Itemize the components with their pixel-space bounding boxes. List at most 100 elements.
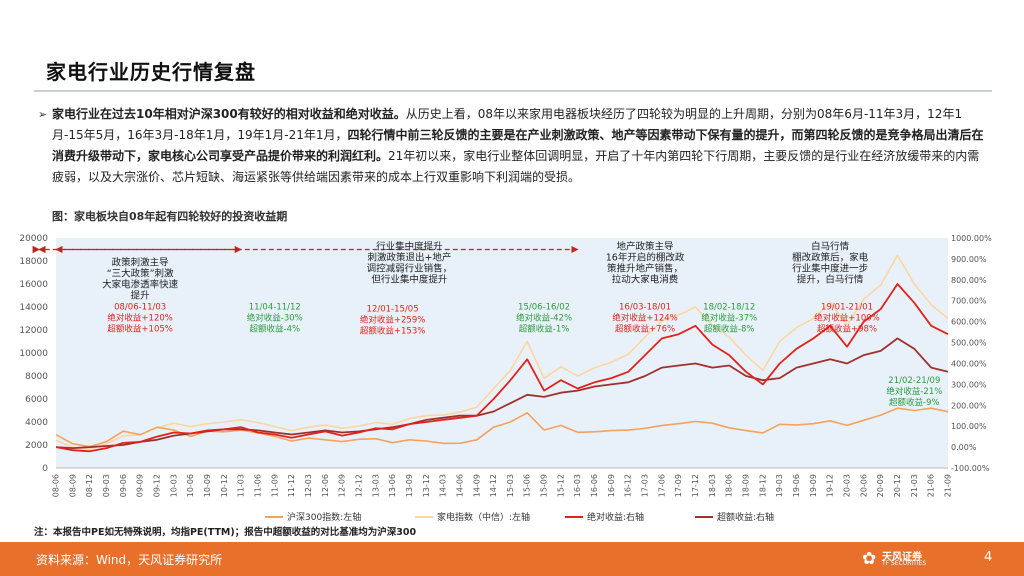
logo-name: 天风证券 (882, 552, 922, 563)
annotation-line: 08/06-11/03 (114, 302, 166, 312)
x-tick-label: 10-12 (220, 474, 229, 497)
annotation-line: 11/04-11/12 (249, 302, 301, 312)
legend-label-3: 绝对收益:右轴 (587, 511, 644, 523)
annotation-line: 绝对收益-21% (886, 386, 942, 397)
x-tick-label: 11-03 (237, 474, 246, 497)
annotation-line: 但行业集中度提升 (371, 274, 448, 286)
x-tick-label: 14-12 (489, 474, 498, 497)
annotation-line: 超额收益+153% (360, 326, 425, 337)
annotation-line: 绝对收益-30% (247, 312, 303, 323)
y-left-tick-label: 8000 (25, 372, 48, 382)
annotation-line: 提升 (131, 290, 151, 302)
x-tick-label: 09-06 (119, 474, 128, 497)
x-tick-label: 11-12 (287, 474, 296, 497)
annotation-line: 刺激政策退出+地产 (367, 252, 451, 264)
summary-part-2: 从历史上看，08年以来家用电器板块经历了四轮较为明显的上升周期，分别为08年6月… (52, 107, 963, 142)
annotation-line: 政策刺激主导 (112, 257, 169, 269)
logo-flower-icon: ✿ (862, 549, 877, 569)
y-right-tick-label: 0.00% (951, 443, 977, 452)
x-tick-label: 10-03 (169, 474, 178, 497)
x-tick-label: 17-09 (674, 474, 683, 497)
annotation-line: 21/02-21/09 (888, 376, 940, 386)
annotation-line: 超额收益-1% (519, 323, 570, 334)
x-tick-label: 16-03 (573, 474, 582, 497)
x-tick-label: 12-09 (338, 474, 347, 497)
x-tick-label: 12-12 (354, 474, 363, 497)
x-tick-label: 18-06 (725, 474, 734, 497)
annotation-line: 超额收益-9% (889, 397, 940, 408)
y-right-tick-label: -100.00% (951, 464, 990, 473)
legend-label-1: 沪深300指数:左轴 (287, 511, 361, 523)
x-tick-label: 09-09 (136, 474, 145, 497)
page-title: 家电行业历史行情复盘 (46, 60, 256, 84)
y-right-tick-label: 900.00% (951, 255, 987, 264)
page-number: 4 (984, 550, 993, 565)
series-line-2 (55, 254, 949, 450)
x-tick-label: 21-09 (944, 474, 953, 497)
annotation-line: 绝对收益+100% (814, 312, 879, 323)
annotation-line: 行业集中度进一步 (792, 263, 868, 275)
annotation-line: 绝对收益-42% (516, 312, 572, 323)
y-left-tick-label: 18000 (19, 257, 48, 267)
annotation-line: 16/03-18/01 (619, 302, 671, 312)
annotation-line: 地产政策主导 (617, 241, 674, 253)
x-tick-label: 20-12 (893, 474, 902, 497)
y-right-tick-label: 700.00% (951, 297, 987, 306)
legend-label-2: 家电指数（中信）:左轴 (437, 511, 530, 523)
chart-area: 0 2000 4000 6000 8000 10000 12000 14000 16000 180… (0, 226, 1024, 542)
x-tick-label: 18-09 (742, 474, 751, 497)
annotation-line: 策推升地产销售， (607, 263, 683, 275)
x-tick-label: 20-09 (876, 474, 885, 497)
annotation-line: 调控减弱行业销售， (367, 263, 453, 275)
x-tick-label: 16-12 (624, 474, 633, 497)
annotation-line: 拉动大家电消费 (612, 274, 679, 286)
x-tick-label: 20-06 (859, 474, 868, 497)
returns-chart: 0 2000 4000 6000 8000 10000 12000 14000 16000 180… (19, 234, 992, 523)
annotation-line: 绝对收益+124% (612, 312, 677, 323)
x-tick-label: 13-09 (405, 474, 414, 497)
summary-bullet: ➢ 家电行业在过去10年相对沪深300有较好的相对收益和绝对收益。从历史上看，0… (38, 104, 988, 188)
annotation-line: 超额收益-4% (250, 323, 301, 334)
y-right-tick-label: 800.00% (951, 276, 987, 285)
summary-text: 家电行业在过去10年相对沪深300有较好的相对收益和绝对收益。从历史上看，08年… (38, 104, 988, 188)
y-right-tick-label: 400.00% (951, 359, 987, 368)
x-tick-label: 14-06 (455, 474, 464, 497)
x-tick-label: 18-03 (708, 474, 717, 497)
summary-part-4: 21年初以来，家电行业整体回调明显，开启了十年内第四轮下行周期，主要反馈的是行业… (52, 149, 980, 184)
annotation-line: 18/02-18/12 (703, 302, 755, 312)
x-tick-label: 09-03 (102, 474, 111, 497)
x-tick-label: 19-03 (775, 474, 784, 497)
x-tick-label: 11-06 (253, 474, 262, 497)
annotation-line: 绝对收益-37% (701, 312, 757, 323)
x-tick-label: 18-12 (758, 474, 767, 497)
x-tick-label: 21-03 (910, 474, 919, 497)
y-left-tick-label: 16000 (19, 280, 48, 290)
annotation-line: “三大政策”刺激 (107, 268, 174, 280)
x-tick-label: 19-12 (826, 474, 835, 497)
x-tick-label: 15-06 (523, 474, 532, 497)
footer-bar (0, 542, 1024, 576)
y-left-tick-label: 4000 (25, 418, 48, 428)
y-right-tick-label: 1000.00% (951, 234, 992, 243)
x-tick-label: 17-12 (691, 474, 700, 497)
figure-caption: 图：家电板块自08年起有四轮较好的投资收益期 (52, 210, 288, 223)
annotation-line: 12/01-15/05 (367, 305, 419, 315)
footnote: 注：本报告中PE如无特殊说明，均指PE(TTM)；报告中超额收益的对比基准均为沪… (34, 527, 417, 538)
x-tick-label: 10-09 (203, 474, 212, 497)
annotation-line: 提升，白马行情 (797, 274, 864, 286)
y-left-tick-label: 2000 (25, 441, 48, 451)
y-right-tick-label: 500.00% (951, 339, 987, 348)
x-tick-label: 13-06 (388, 474, 397, 497)
x-tick-label: 08-09 (68, 474, 77, 497)
x-tick-label: 19-09 (809, 474, 818, 497)
x-tick-label: 10-06 (186, 474, 195, 497)
